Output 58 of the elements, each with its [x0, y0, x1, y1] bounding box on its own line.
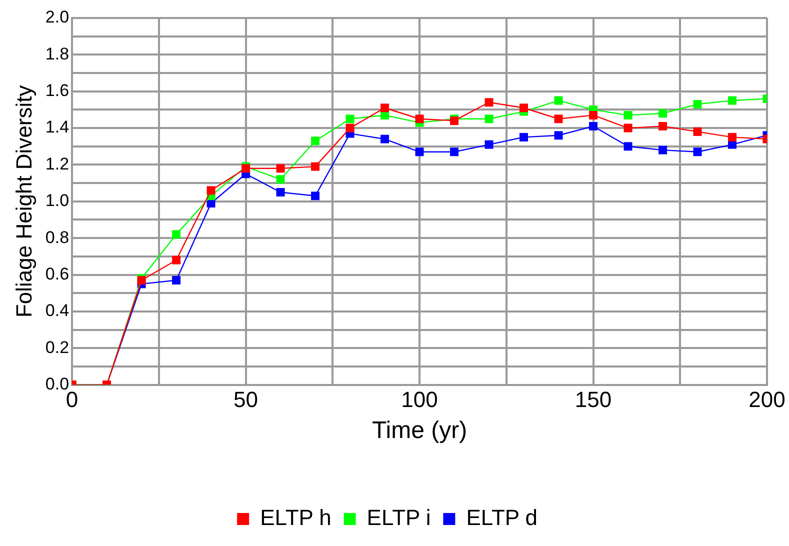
- legend-label: ELTP i: [366, 505, 431, 530]
- point: [693, 127, 702, 136]
- point: [172, 276, 181, 285]
- x-axis-title: Time (yr): [372, 417, 468, 444]
- point: [554, 96, 563, 105]
- point: [658, 109, 667, 118]
- y-tick-label: 1.0: [45, 191, 70, 210]
- point: [172, 230, 181, 239]
- point: [415, 148, 424, 156]
- x-tick-label: 150: [574, 387, 612, 412]
- y-axis-title: Foliage Height Diversity: [11, 85, 36, 318]
- x-tick-label: 50: [234, 387, 258, 412]
- point: [276, 175, 285, 184]
- y-tick-label: 1.6: [45, 81, 70, 100]
- point: [728, 96, 736, 105]
- point: [346, 114, 354, 124]
- point: [276, 188, 285, 196]
- point: [172, 256, 181, 264]
- point: [484, 98, 494, 107]
- y-tick-label: 0.2: [45, 338, 70, 357]
- point: [554, 131, 563, 140]
- point: [380, 134, 390, 144]
- point: [484, 140, 494, 149]
- y-tick-label: 1.4: [45, 118, 70, 137]
- point: [589, 122, 598, 130]
- point: [484, 114, 494, 124]
- point: [311, 136, 320, 146]
- point: [624, 142, 632, 151]
- legend-label: ELTP h: [260, 505, 332, 530]
- point: [276, 164, 285, 173]
- point: [589, 110, 598, 120]
- point: [415, 114, 424, 124]
- y-tick-label: 0.6: [45, 264, 70, 284]
- point: [311, 192, 320, 200]
- point: [520, 104, 528, 112]
- point: [624, 124, 632, 132]
- point: [380, 104, 390, 112]
- point: [554, 114, 563, 124]
- point: [311, 162, 320, 171]
- point: [520, 132, 528, 142]
- point: [658, 146, 667, 154]
- point: [693, 148, 702, 156]
- point: [206, 186, 216, 195]
- x-tick-label: 100: [401, 387, 438, 412]
- point: [450, 148, 459, 156]
- point: [728, 132, 736, 142]
- point: [693, 100, 702, 108]
- point: [658, 122, 667, 130]
- y-tick-label: 0.8: [45, 228, 70, 247]
- y-tick-label: 1.8: [45, 44, 70, 64]
- x-tick-label: 200: [748, 387, 786, 412]
- y-tick-label: 0.0: [45, 374, 70, 394]
- legend-label: ELTP d: [466, 505, 538, 530]
- y-tick-label: 0.4: [45, 301, 70, 320]
- point: [624, 110, 632, 120]
- point: [346, 124, 354, 132]
- y-tick-label: 2.0: [45, 8, 70, 27]
- y-tick-label: 1.2: [45, 154, 70, 174]
